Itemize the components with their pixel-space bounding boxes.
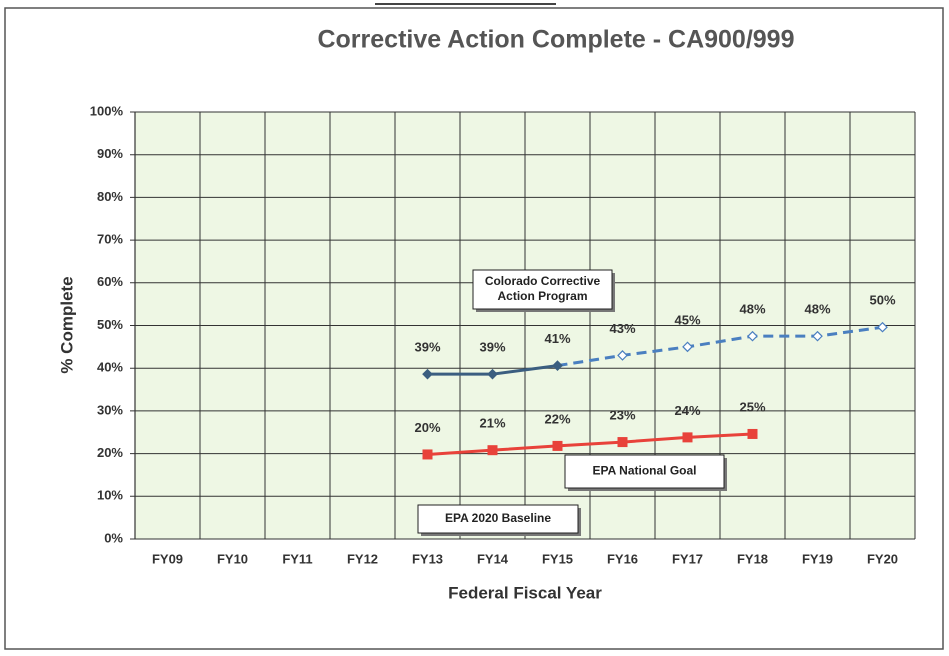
- marker: [747, 428, 758, 439]
- data-label: 20%: [414, 420, 440, 435]
- data-label: 41%: [544, 331, 570, 346]
- y-tick-label: 0%: [104, 530, 123, 545]
- marker: [877, 321, 888, 333]
- annotation-box: [472, 269, 613, 310]
- series-line: [557, 325, 883, 368]
- x-axis-title: Federal Fiscal Year: [448, 583, 602, 602]
- data-label: 24%: [674, 403, 700, 418]
- data-label: 39%: [479, 340, 505, 355]
- marker: [552, 440, 563, 451]
- data-label: 48%: [739, 302, 765, 317]
- x-tick-label: FY10: [217, 551, 248, 566]
- x-tick-label: FY16: [607, 551, 638, 566]
- data-label: 43%: [609, 321, 635, 336]
- data-label: 22%: [544, 411, 570, 426]
- x-tick-label: FY15: [542, 551, 573, 566]
- data-label: 23%: [609, 408, 635, 423]
- x-tick-label: FY20: [867, 551, 898, 566]
- marker: [422, 449, 433, 460]
- y-tick-label: 50%: [97, 317, 123, 332]
- annotation-box: [564, 454, 725, 489]
- marker: [617, 437, 628, 448]
- x-tick-label: FY18: [737, 551, 768, 566]
- annotation-text: EPA 2020 Baseline: [445, 511, 551, 525]
- marker: [812, 330, 823, 342]
- y-axis-title: % Complete: [57, 276, 76, 373]
- marker: [747, 330, 758, 342]
- annotation-box: [417, 504, 579, 534]
- y-tick-label: 10%: [97, 488, 123, 503]
- annotation-text: Action Program: [497, 289, 587, 303]
- data-label: 45%: [674, 312, 700, 327]
- series-line: [427, 432, 753, 456]
- y-tick-label: 90%: [97, 146, 123, 161]
- y-tick-label: 40%: [97, 360, 123, 375]
- annotation-text: EPA National Goal: [592, 464, 696, 478]
- marker: [552, 360, 563, 371]
- y-tick-label: 30%: [97, 402, 123, 417]
- marker: [617, 350, 628, 361]
- chart-title: Corrective Action Complete - CA900/999: [317, 26, 794, 54]
- x-tick-label: FY13: [412, 551, 443, 566]
- data-label: 25%: [739, 399, 765, 414]
- marker: [487, 445, 498, 456]
- y-tick-label: 70%: [97, 232, 123, 247]
- marker: [422, 368, 433, 380]
- y-tick-label: 60%: [97, 274, 123, 289]
- x-tick-label: FY17: [672, 551, 703, 566]
- y-tick-label: 100%: [90, 103, 124, 118]
- x-tick-label: FY11: [282, 551, 312, 566]
- y-tick-label: 80%: [97, 189, 123, 204]
- data-label: 48%: [804, 302, 830, 317]
- data-label: 50%: [869, 293, 895, 308]
- x-tick-label: FY12: [347, 551, 378, 566]
- marker: [487, 368, 498, 380]
- marker: [682, 341, 693, 353]
- x-tick-label: FY19: [802, 551, 833, 566]
- annotation-text: Colorado Corrective: [485, 274, 601, 288]
- x-tick-label: FY14: [477, 551, 509, 566]
- x-tick-label: FY09: [152, 551, 183, 566]
- data-label: 21%: [479, 416, 505, 431]
- y-tick-label: 20%: [97, 445, 123, 460]
- data-label: 39%: [414, 340, 440, 355]
- marker: [682, 432, 693, 443]
